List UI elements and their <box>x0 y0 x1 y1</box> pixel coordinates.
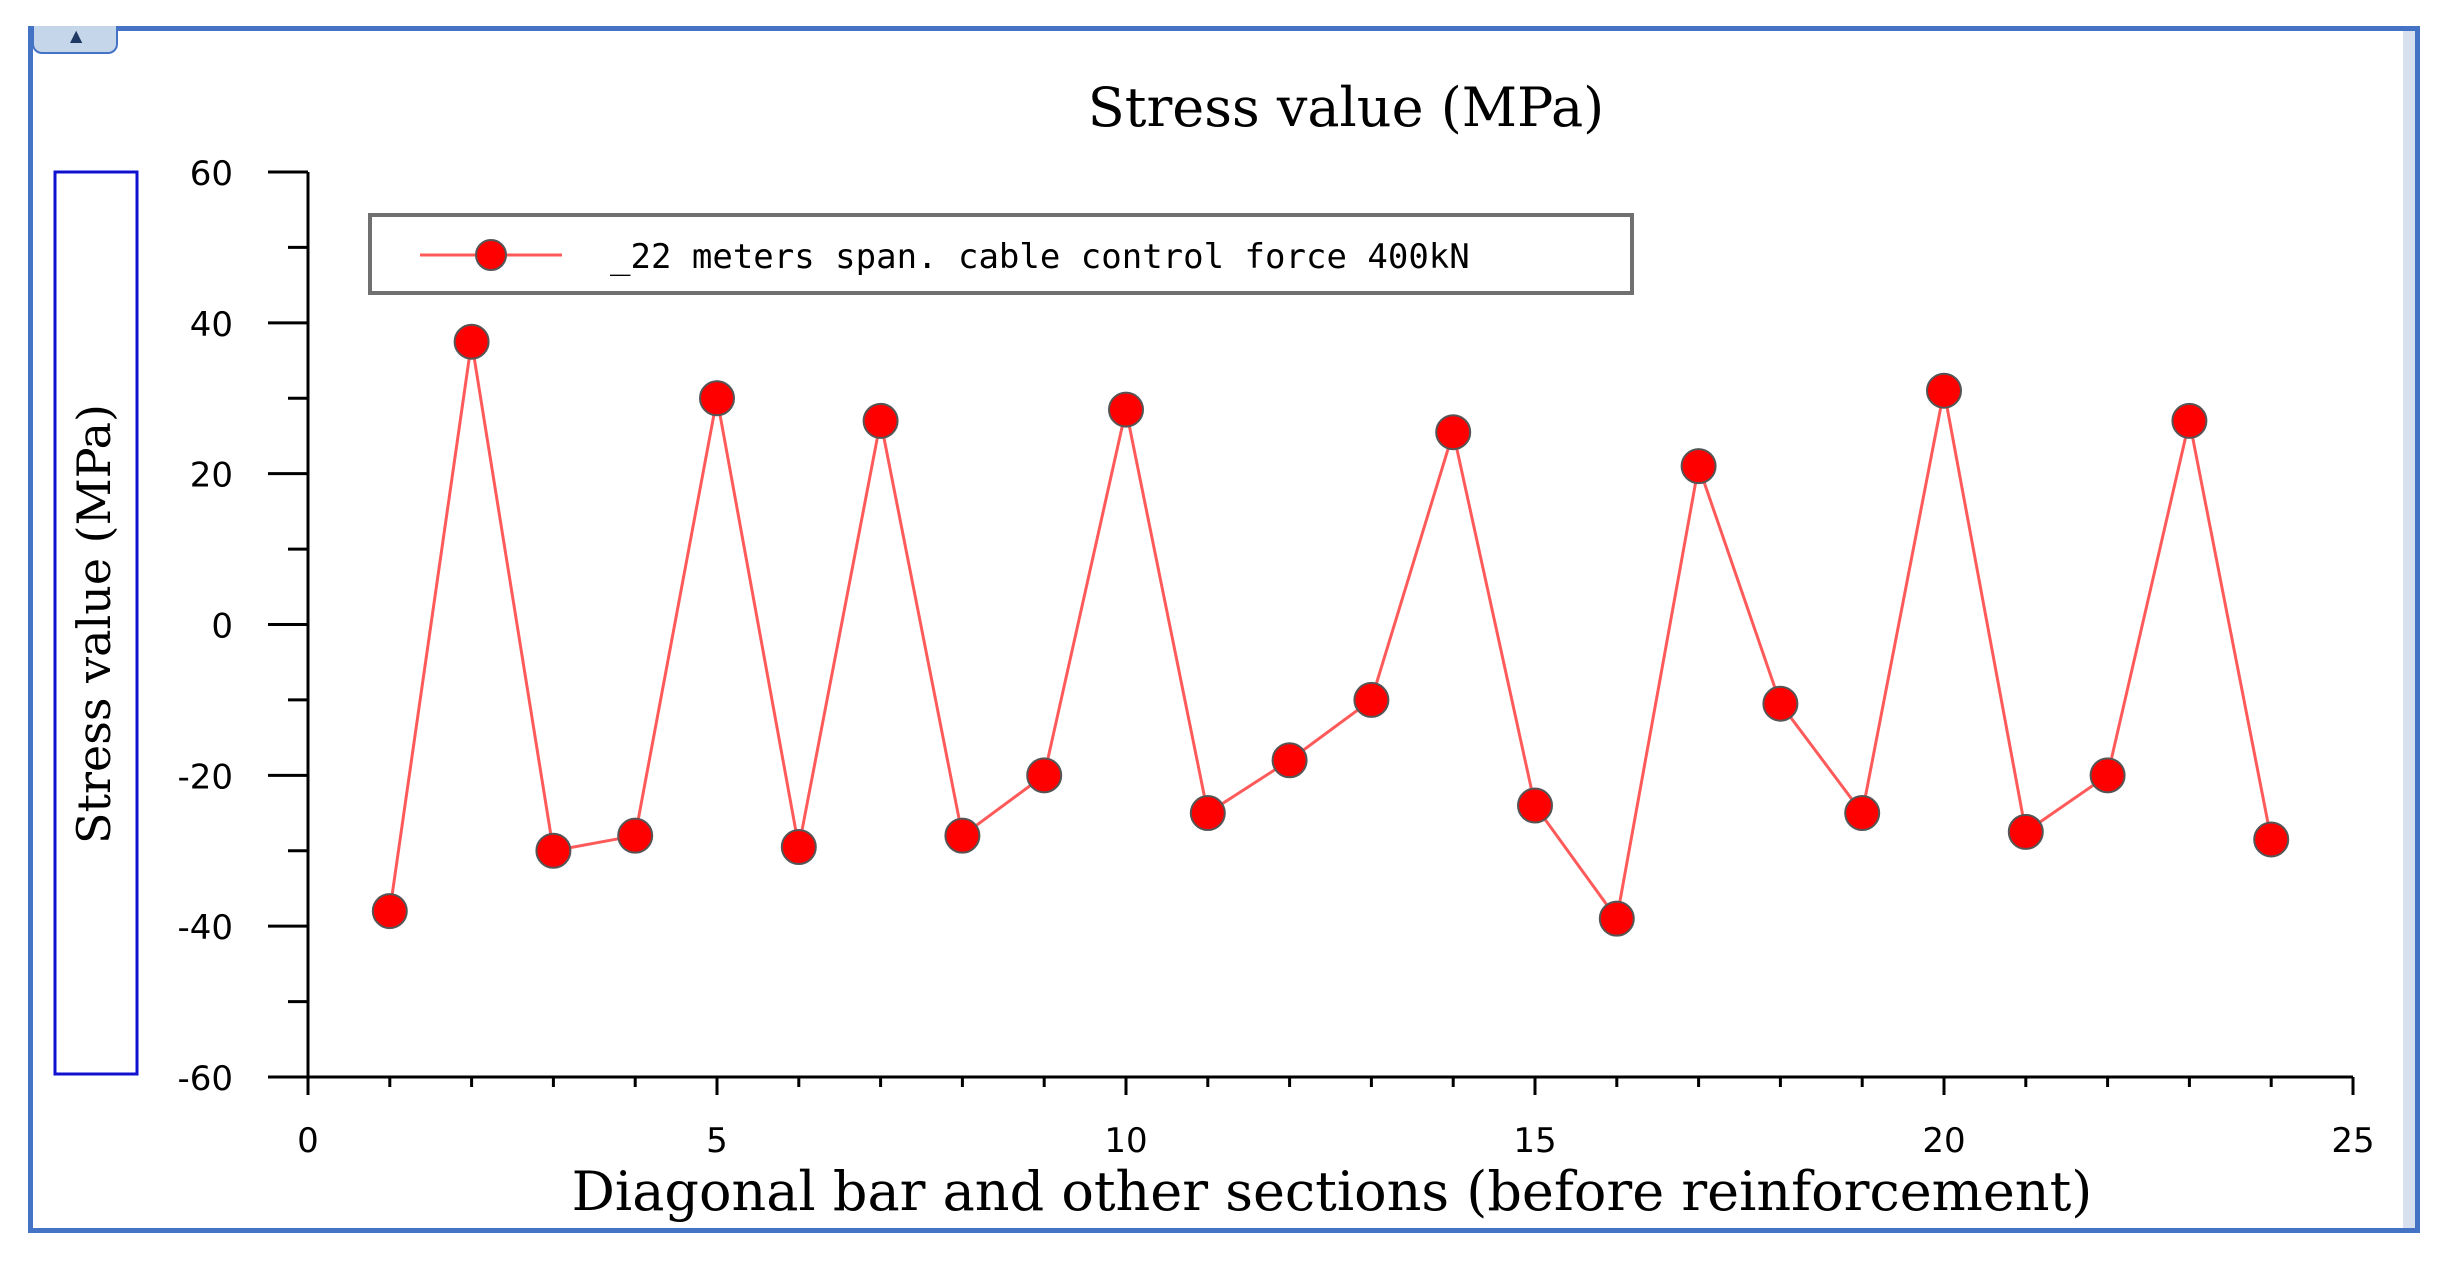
data-point <box>1026 757 1063 794</box>
data-point <box>699 380 735 417</box>
y-tick-label: -20 <box>177 757 233 797</box>
data-point <box>1844 795 1881 832</box>
data-point <box>862 402 899 439</box>
data-point <box>780 828 817 865</box>
data-point <box>2007 813 2044 850</box>
y-tick-label: 40 <box>190 305 233 345</box>
legend-box <box>368 213 1634 295</box>
legend-marker <box>475 239 507 271</box>
x-tick-label: 25 <box>2331 1121 2374 1161</box>
window-right-edge <box>2403 31 2415 1228</box>
data-point <box>1680 448 1717 485</box>
x-tick-label: 20 <box>1922 1121 1965 1161</box>
y-tick-label: 20 <box>190 456 233 496</box>
y-axis-label-box <box>53 170 139 1076</box>
data-point <box>1435 414 1472 451</box>
data-point <box>2171 402 2208 439</box>
x-tick-label: 5 <box>706 1121 728 1161</box>
data-point <box>617 817 654 854</box>
y-tick-labels: -60 -40 -20 0 20 40 60 <box>177 154 233 1099</box>
data-point <box>2089 757 2126 794</box>
legend-label: _22 meters span. cable control force 400… <box>610 237 1470 277</box>
data-point <box>371 893 408 930</box>
axes <box>268 170 2355 1095</box>
x-tick-label: 15 <box>1513 1121 1556 1161</box>
x-tick-labels: 0 5 10 15 20 25 <box>297 1121 2374 1161</box>
x-tick-label: 0 <box>297 1121 319 1161</box>
corner-tab-glyph: ▲ <box>70 26 83 45</box>
series-layer <box>371 323 2290 937</box>
series-line <box>388 341 2273 923</box>
y-tick-label: 60 <box>190 154 233 194</box>
data-point <box>1189 795 1226 832</box>
data-point <box>1271 742 1308 779</box>
data-point <box>1762 685 1799 722</box>
legend: _22 meters span. cable control force 400… <box>368 213 1634 295</box>
data-point <box>535 832 572 869</box>
chart-title: Stress value (MPa) <box>1088 76 1604 139</box>
data-point <box>1926 372 1962 409</box>
x-tick-label: 10 <box>1104 1121 1147 1161</box>
data-point <box>2253 821 2290 858</box>
y-axis-label: Stress value (MPa) <box>67 404 121 844</box>
data-point <box>1517 787 1553 824</box>
window-corner-tab[interactable]: ▲ <box>32 26 118 54</box>
x-axis-label: Diagonal bar and other sections (before … <box>572 1160 2093 1223</box>
y-tick-label: 0 <box>211 607 233 647</box>
data-point <box>944 817 981 854</box>
data-point <box>1598 900 1635 937</box>
data-point <box>453 323 490 360</box>
data-point <box>1353 681 1390 718</box>
y-tick-label: -40 <box>177 908 233 948</box>
y-tick-label: -60 <box>177 1059 233 1099</box>
data-point <box>1108 391 1144 428</box>
